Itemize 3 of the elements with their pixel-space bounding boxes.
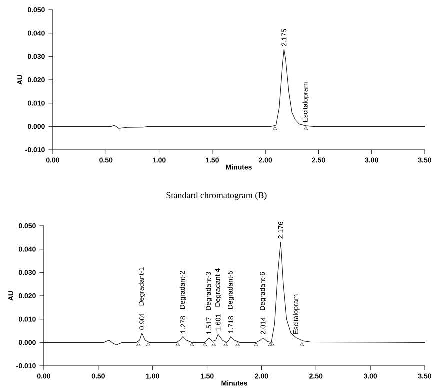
text: Standard chromatogram (B) xyxy=(166,192,267,200)
line-series xyxy=(44,242,426,346)
line-series xyxy=(52,49,426,129)
